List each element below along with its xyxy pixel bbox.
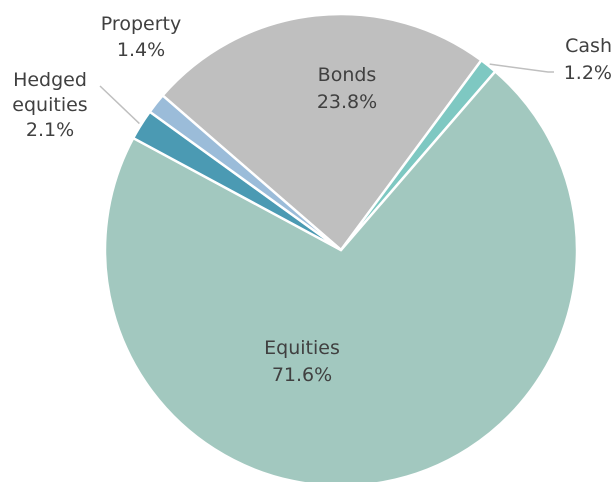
- slice-bonds: [161, 12, 483, 252]
- pie-slices: [103, 12, 579, 482]
- slice-label-bonds-name: Bonds: [318, 64, 377, 86]
- slice-label-equities-value: 71.6%: [272, 364, 332, 386]
- slice-label-property-value: 1.4%: [117, 39, 165, 61]
- leader-line-cash: [489, 63, 554, 73]
- slice-label-equities-name: Equities: [264, 337, 340, 359]
- slice-label-cash-name: Cash: [565, 35, 612, 57]
- slice-label-hedged-equities-value: 2.1%: [26, 119, 74, 141]
- slice-label-bonds-value: 23.8%: [317, 91, 377, 113]
- slice-equities: [103, 70, 579, 482]
- slice-property: [148, 94, 343, 252]
- slice-label-hedged-equities-name-line2: equities: [12, 94, 87, 116]
- slice-label-cash-value: 1.2%: [564, 62, 612, 84]
- leader-line-hedged-equities: [99, 85, 140, 125]
- leader-lines: [99, 63, 554, 125]
- slice-label-hedged-equities-name-line1: Hedged: [13, 69, 87, 91]
- slice-label-property-name: Property: [101, 13, 181, 35]
